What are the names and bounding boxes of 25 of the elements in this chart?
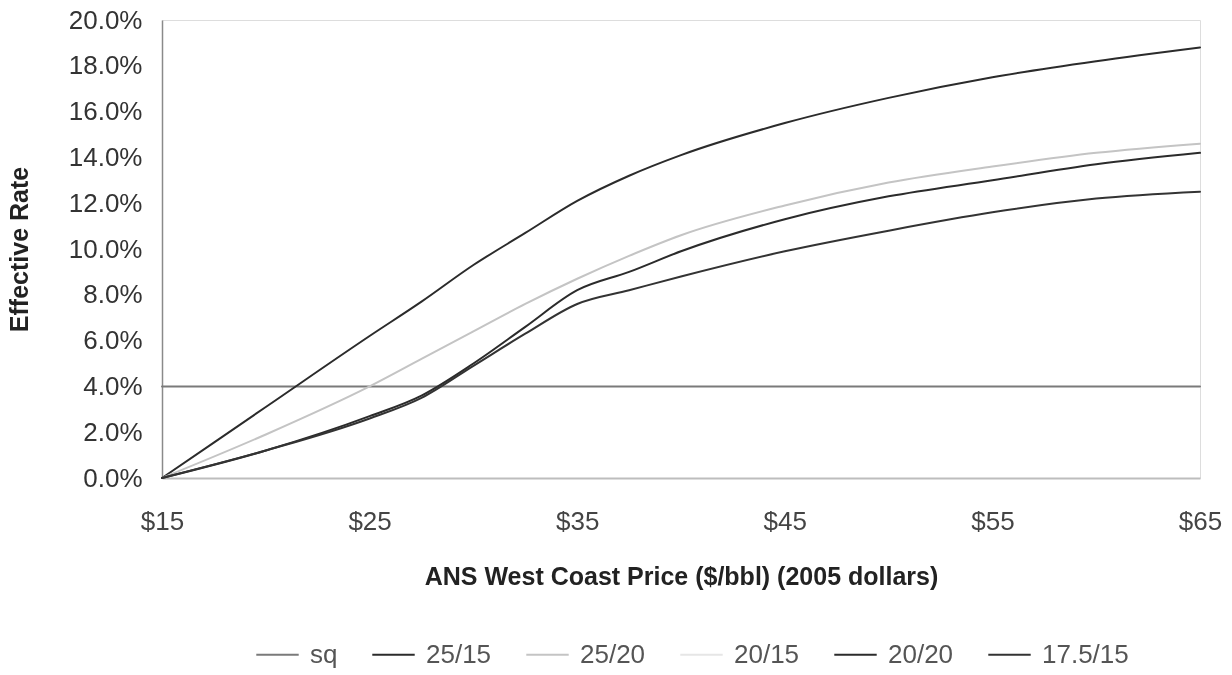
x-tick-label: $15 bbox=[140, 505, 185, 536]
y-axis-title: Effective Rate bbox=[4, 166, 33, 333]
legend-label: 25/20 bbox=[580, 638, 646, 669]
y-tick-label: 12.0% bbox=[68, 187, 143, 218]
y-tick-label: 4.0% bbox=[83, 370, 143, 401]
y-tick-label: 18.0% bbox=[68, 50, 143, 81]
y-tick-label: 14.0% bbox=[68, 141, 143, 172]
y-tick-label: 2.0% bbox=[83, 416, 143, 447]
legend-label: sq bbox=[310, 638, 338, 669]
y-tick-label: 20.0% bbox=[68, 4, 143, 35]
y-tick-label: 16.0% bbox=[68, 96, 143, 127]
legend-label: 20/20 bbox=[888, 638, 954, 669]
legend-label: 17.5/15 bbox=[1042, 638, 1129, 669]
x-tick-label: $55 bbox=[971, 505, 1015, 536]
x-tick-label: $25 bbox=[348, 505, 392, 536]
y-tick-label: 10.0% bbox=[68, 233, 143, 264]
x-axis-title: ANS West Coast Price ($/bbl) (2005 dollars) bbox=[424, 561, 939, 590]
x-tick-label: $65 bbox=[1178, 505, 1223, 536]
x-tick-label: $35 bbox=[556, 505, 600, 536]
x-tick-label: $45 bbox=[763, 505, 807, 536]
legend-label: 20/15 bbox=[734, 638, 800, 669]
y-tick-label: 6.0% bbox=[83, 325, 143, 356]
legend-label: 25/15 bbox=[426, 638, 492, 669]
y-tick-label: 0.0% bbox=[83, 462, 143, 493]
y-tick-label: 8.0% bbox=[83, 279, 143, 310]
